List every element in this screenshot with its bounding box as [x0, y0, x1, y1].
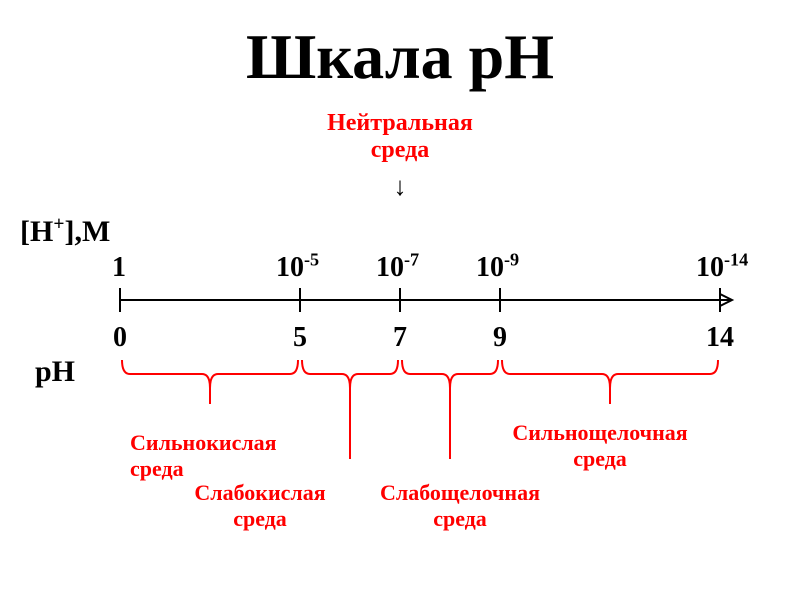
concentration-value-9: 10-9	[476, 252, 519, 284]
region-label-0-line1: Сильнокислая	[130, 430, 277, 455]
region-label-3-line2: среда	[573, 446, 627, 471]
ph-value-9: 9	[482, 322, 518, 354]
concentration-value-5: 10-5	[276, 252, 319, 284]
ph-scale-diagram: { "title": { "text": "Шкала рН", "fontsi…	[0, 0, 800, 600]
concentration-exp-9: -9	[504, 250, 519, 270]
region-label-1-line2: среда	[233, 506, 287, 531]
ph-value-5: 5	[282, 322, 318, 354]
concentration-value-14: 10-14	[696, 252, 748, 284]
region-label-2: Слабощелочнаясреда	[350, 480, 570, 532]
region-label-1: Слабокислаясреда	[150, 480, 370, 532]
region-label-1-line1: Слабокислая	[194, 480, 325, 505]
region-label-0: Сильнокислаясреда	[130, 430, 330, 482]
concentration-base-14: 10	[696, 252, 724, 283]
concentration-exp-14: -14	[724, 250, 748, 270]
ph-value-14: 14	[702, 322, 738, 354]
region-label-3-line1: Сильнощелочная	[512, 420, 687, 445]
region-label-3: Сильнощелочнаясреда	[490, 420, 710, 472]
region-label-2-line1: Слабощелочная	[380, 480, 540, 505]
concentration-exp-7: -7	[404, 250, 419, 270]
concentration-value-7: 10-7	[376, 252, 419, 284]
concentration-base-7: 10	[376, 252, 404, 283]
region-label-2-line2: среда	[433, 506, 487, 531]
concentration-base-9: 10	[476, 252, 504, 283]
ph-value-7: 7	[382, 322, 418, 354]
concentration-exp-5: -5	[304, 250, 319, 270]
concentration-base-5: 10	[276, 252, 304, 283]
region-label-0-line2: среда	[130, 456, 184, 481]
ph-value-0: 0	[102, 322, 138, 354]
concentration-value-0: 1	[112, 252, 126, 284]
